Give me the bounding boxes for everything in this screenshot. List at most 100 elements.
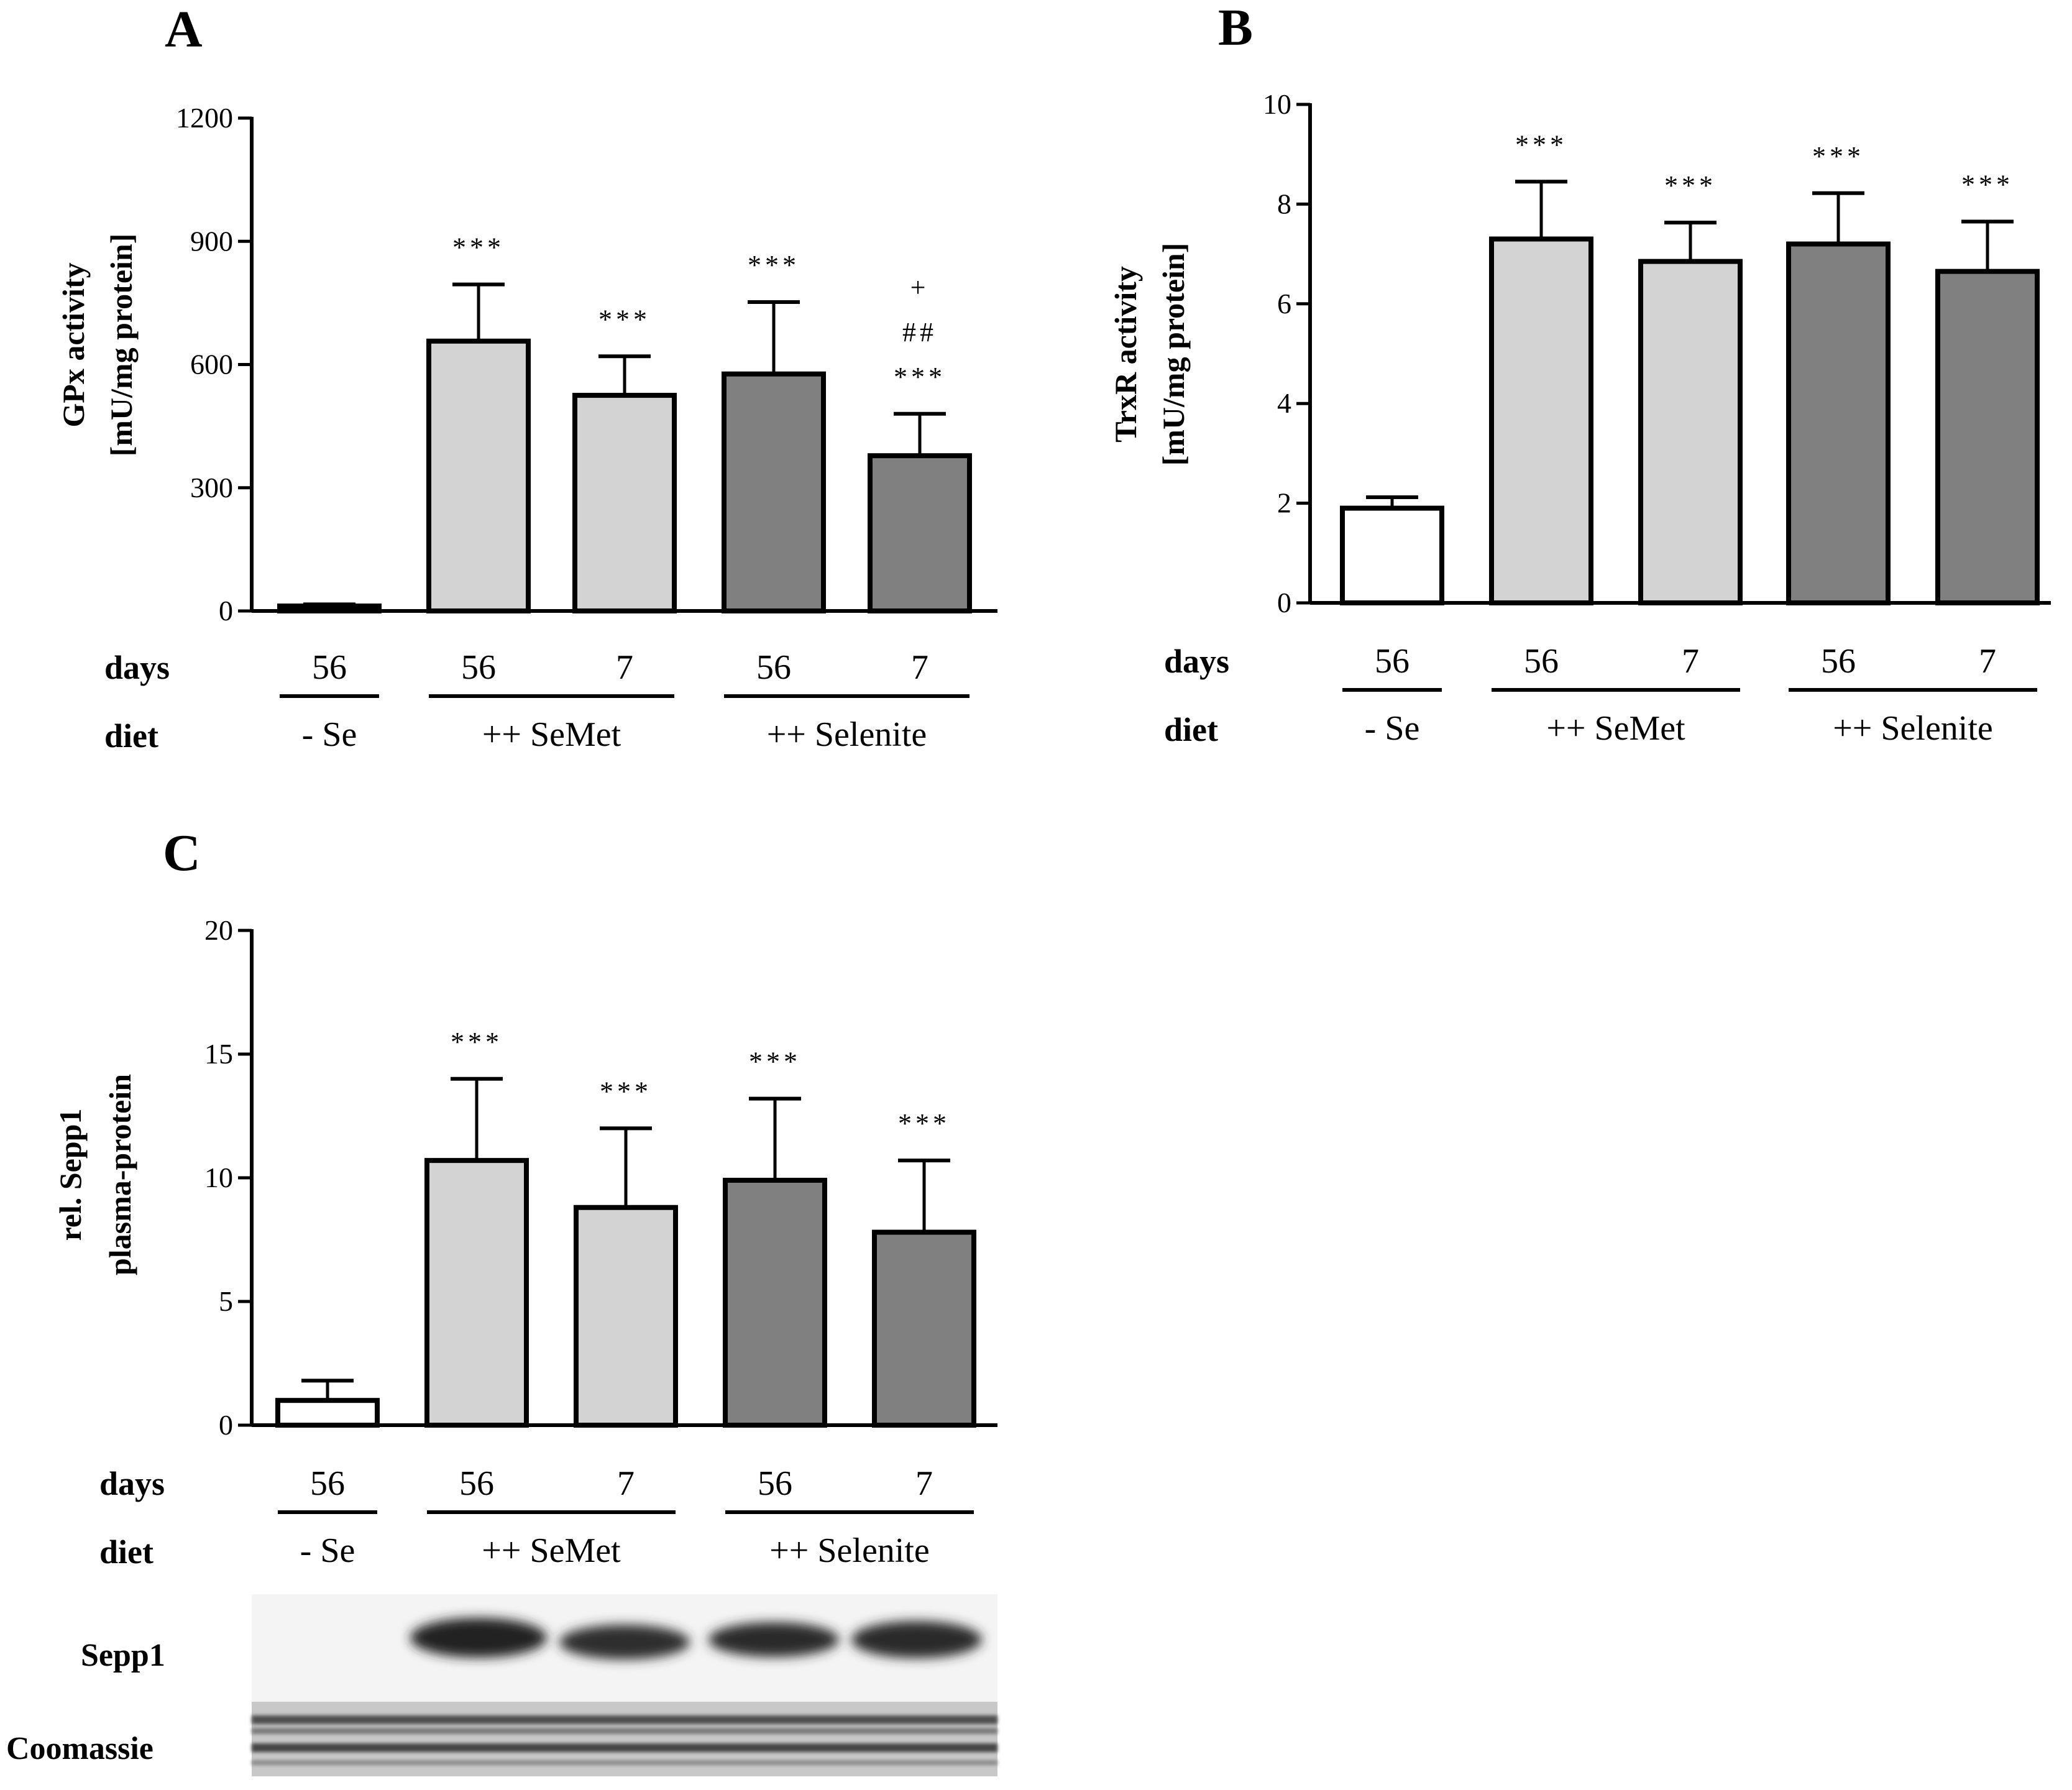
panel-c-letter: C: [163, 824, 201, 882]
panel-b-ylabel-line1: TrxR activity: [1108, 266, 1143, 443]
diet-row-label: diet: [104, 717, 158, 755]
bar: [1935, 268, 2040, 606]
diet-row-label: diet: [99, 1533, 154, 1571]
significance-label: ***: [1961, 169, 2014, 200]
diet-group-label: - Se: [302, 715, 357, 754]
day-label: 56: [1375, 642, 1410, 681]
western-blot: Sepp1 Coomassie: [6, 1594, 997, 1776]
diet-group-label: ++ SeMet: [482, 1531, 621, 1570]
diet-group-label: ++ Selenite: [769, 1531, 930, 1570]
bar: [872, 1229, 976, 1428]
significance-label: ***: [1664, 170, 1717, 201]
day-label: 56: [756, 648, 791, 687]
significance-label: +: [910, 272, 930, 303]
bar: [424, 1158, 529, 1428]
panel-a-category-labels: days diet 56 56 7 56 7 - Se ++ SeMet ++ Selenit…: [104, 648, 970, 755]
significance-label: ***: [1515, 129, 1567, 160]
day-label: 7: [915, 1464, 933, 1503]
panel-a-ylabel-line2: [mU/mg protein]: [104, 234, 139, 457]
days-row-label: days: [104, 649, 170, 686]
diet-group-label: - Se: [300, 1531, 355, 1570]
day-label: 56: [1821, 642, 1856, 681]
y-tick-label: 4: [1277, 387, 1291, 419]
bar: [277, 604, 382, 614]
sepp1-band: [410, 1618, 547, 1658]
diet-group-label: ++ SeMet: [1546, 709, 1685, 748]
y-tick-label: 0: [219, 595, 233, 626]
panel-b-chart: TrxR activity [mU/mg protein] 0 2 4 6 8 10 ***…: [1108, 88, 2051, 618]
day-label: 56: [758, 1464, 792, 1503]
day-label: 56: [312, 648, 347, 687]
day-label: 7: [617, 1464, 635, 1503]
y-tick-label: 6: [1277, 288, 1291, 319]
significance-label: ***: [1812, 141, 1864, 172]
day-label: 56: [459, 1464, 494, 1503]
bar: [572, 393, 677, 613]
panel-a-chart: GPx activity [mU/mg protein] 0 300 600 900 1…: [56, 102, 997, 626]
panel-c-chart: rel. Sepp1 plasma-protein 0 5 10 15 20 *** ***…: [53, 914, 997, 1441]
sepp1-band: [708, 1622, 839, 1657]
significance-label: ***: [898, 1108, 950, 1139]
y-tick-label: 15: [204, 1038, 233, 1070]
bar: [426, 338, 531, 614]
y-tick-label: 0: [1277, 587, 1291, 618]
significance-label: ***: [894, 362, 946, 392]
day-label: 56: [310, 1464, 345, 1503]
bar: [574, 1205, 678, 1428]
panel-c-category-labels: days diet 56 56 7 56 7 - Se ++ SeMet ++ Selenit…: [99, 1464, 974, 1571]
sepp1-band: [559, 1625, 690, 1659]
bar: [1786, 241, 1891, 605]
y-tick-label: 1200: [176, 102, 233, 134]
y-tick-label: 900: [190, 225, 233, 257]
bar: [1489, 236, 1593, 606]
diet-group-label: ++ SeMet: [482, 715, 621, 754]
y-tick-label: 20: [204, 914, 233, 946]
bar: [275, 1398, 380, 1428]
bar: [1340, 505, 1444, 605]
day-label: 7: [616, 648, 633, 687]
days-row-label: days: [1164, 643, 1229, 680]
bar: [1638, 259, 1743, 605]
sepp1-blot-label: Sepp1: [81, 1638, 165, 1673]
day-label: 56: [461, 648, 496, 687]
significance-label: ***: [451, 1027, 503, 1057]
coomassie-blot-label: Coomassie: [6, 1731, 154, 1766]
y-tick-label: 2: [1277, 487, 1291, 519]
significance-label: ***: [748, 250, 800, 280]
day-label: 7: [911, 648, 928, 687]
panel-b-ylabel-line2: [mU/mg protein]: [1156, 243, 1191, 466]
y-tick-label: 300: [190, 472, 233, 503]
day-label: 7: [1682, 642, 1699, 681]
diet-row-label: diet: [1164, 711, 1218, 748]
y-tick-label: 10: [1263, 88, 1291, 120]
diet-group-label: - Se: [1365, 709, 1420, 748]
panel-b-category-labels: days diet 56 56 7 56 7 - Se ++ SeMet ++ Selenit…: [1164, 642, 2037, 748]
y-tick-label: 0: [219, 1409, 233, 1441]
bar: [868, 453, 972, 614]
days-row-label: days: [99, 1465, 165, 1502]
y-tick-label: 8: [1277, 188, 1291, 219]
significance-label: ***: [600, 1076, 652, 1106]
sepp1-band: [851, 1621, 982, 1658]
diet-group-label: ++ Selenite: [1833, 709, 1993, 748]
significance-label: ***: [749, 1047, 801, 1077]
bar: [723, 1177, 827, 1428]
significance-label: ***: [598, 304, 651, 334]
panel-b-letter: B: [1218, 0, 1253, 57]
panel-c-ylabel-line1: rel. Sepp1: [53, 1109, 88, 1241]
significance-label: ##: [902, 317, 937, 347]
panel-a-ylabel-line1: GPx activity: [56, 262, 91, 427]
coomassie-bands: [252, 1715, 997, 1765]
significance-label: ***: [452, 232, 505, 263]
diet-group-label: ++ Selenite: [767, 715, 927, 754]
panel-a-letter: A: [165, 1, 203, 58]
day-label: 7: [1979, 642, 1996, 681]
sepp1-bands: [410, 1618, 982, 1659]
y-tick-label: 5: [219, 1285, 233, 1317]
bar: [722, 371, 826, 613]
y-tick-label: 600: [190, 349, 233, 380]
panel-c-ylabel-line2: plasma-protein: [103, 1074, 137, 1275]
day-label: 56: [1524, 642, 1559, 681]
y-tick-label: 10: [204, 1162, 233, 1193]
